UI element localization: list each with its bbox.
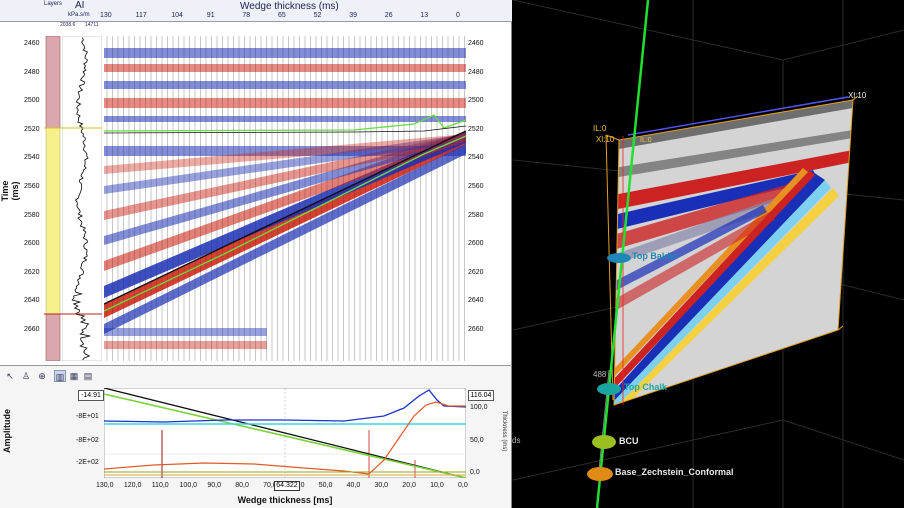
wedge-y-tick-right: 2540 <box>468 154 484 162</box>
xl-top-label: Xl:10 <box>848 91 867 100</box>
wedge-y-tick: 2540 <box>24 154 40 162</box>
wedge-y-tick: 2600 <box>24 240 40 248</box>
wedge-model-panel: Layers AI kPa.s/m 2038.6 14711 Wedge thi… <box>0 0 512 365</box>
amplitude-x-tick: 40,0 <box>346 482 361 489</box>
wedge-y-tick-right: 2600 <box>468 240 484 248</box>
depth-label: 488 <box>593 370 607 379</box>
wedge-y-tick: 2580 <box>24 211 40 219</box>
ai-range-min: 2038.6 <box>60 22 76 28</box>
wedge-y-tick-right: 2580 <box>468 211 484 219</box>
wedge-x-tick: 52 <box>313 12 322 19</box>
wedge-y-tick-right: 2520 <box>468 125 484 133</box>
wedge-y-tick: 2500 <box>24 97 40 105</box>
wedge-y-tick-right: 2660 <box>468 326 484 333</box>
amp-tick-1: -8E+01 <box>76 413 99 420</box>
crosshair-icon[interactable]: ⊕ <box>38 371 46 381</box>
amplitude-x-tick: 90,0 <box>207 482 221 489</box>
horizon-marker-top-balder[interactable] <box>607 253 631 263</box>
horizon-label-top-chalk[interactable]: Top Chalk <box>624 382 667 392</box>
wedge-x-tick: 13 <box>420 12 429 19</box>
amplitude-plot[interactable] <box>104 388 466 478</box>
wedge-y-tick: 2520 <box>24 125 40 133</box>
thick-tick-1: 100,0 <box>470 404 488 411</box>
wedge-x-tick: 39 <box>349 12 357 19</box>
wedge-y-tick-right: 2460 <box>468 40 484 47</box>
wedge-y-axis-right: 2460 2480 2500 2520 2540 2560 2580 2600 2620 2640… <box>466 0 512 365</box>
readout-right: 116.04 <box>468 390 494 401</box>
ai-range-max: 14711 <box>85 22 99 28</box>
table-icon[interactable]: ▦ <box>69 371 79 381</box>
xl0-label: Xl:10 <box>596 135 615 144</box>
readout-left: -14.91 <box>78 390 104 401</box>
horizon-label-top-balder[interactable]: Top Balder <box>632 251 679 261</box>
wedge-x-tick: 0 <box>456 12 460 19</box>
wedge-x-tick: 26 <box>384 12 393 19</box>
ai-header: AI <box>75 0 85 11</box>
wedge-y-tick: 2640 <box>24 297 40 305</box>
amplitude-x-tick: 120,0 <box>123 482 142 489</box>
wedge-y-axis-left: 2460 2480 2500 2520 2540 2560 2580 2600 2620 2640… <box>0 0 44 365</box>
wedge-y-tick-right: 2620 <box>468 268 484 276</box>
il0-label-b: IL:0 <box>640 137 652 144</box>
amplitude-x-tick: 110,0 <box>151 482 169 489</box>
amplitude-x-tick: 70,0 <box>263 482 277 489</box>
3d-viewer[interactable] <box>513 0 904 508</box>
thick-tick-2: 50,0 <box>470 437 484 444</box>
cursor-readout: 64.322 <box>274 481 300 491</box>
thickness-axis-label: Thickness (ms) <box>501 410 507 452</box>
wedge-y-tick: 2620 <box>24 268 40 276</box>
wedge-x-tick: 130 <box>100 12 112 19</box>
amplitude-x-tick: 10,0 <box>430 482 444 489</box>
wedge-x-tick: 117 <box>135 12 147 19</box>
wedge-x-tick: 78 <box>242 12 251 19</box>
layout-icon[interactable]: ▥ <box>54 370 66 382</box>
wedge-x-tick: 104 <box>171 12 183 19</box>
wedge-x-tick: 65 <box>278 12 286 19</box>
horizon-label-bcu[interactable]: BCU <box>619 436 639 446</box>
amplitude-x-tick: 20,0 <box>402 482 416 489</box>
person-pick-icon[interactable]: ♙ <box>21 371 31 381</box>
horizon-marker-bcu[interactable] <box>592 435 616 449</box>
wedge-y-tick-right: 2500 <box>468 97 484 105</box>
amplitude-x-tick: 50,0 <box>318 482 333 489</box>
wedge-y-tick-right: 2560 <box>468 183 484 190</box>
settings-icon[interactable]: ▤ <box>83 371 93 381</box>
time-axis-label: Time (ms) <box>0 180 20 202</box>
horizon-label-base-zechstein[interactable]: Base_Zechstein_Conformal <box>615 467 734 477</box>
wedge-y-tick: 2660 <box>24 326 40 333</box>
layers-column <box>44 36 62 361</box>
wedge-x-axis: 130 117 104 91 78 65 52 39 26 13 0 <box>0 12 512 22</box>
amplitude-x-tick: 100,0 <box>179 482 198 489</box>
layers-header: Layers <box>44 1 63 7</box>
wedge-y-tick: 2480 <box>24 68 40 76</box>
amp-tick-2: -8E+02 <box>76 437 99 444</box>
wedge-x-tick: 91 <box>206 12 215 19</box>
amplitude-axis-label: Amplitude <box>2 409 12 453</box>
wedge-y-tick-right: 2480 <box>468 68 484 76</box>
amplitude-x-tick: 0,0 <box>458 482 468 489</box>
ai-units: kPa.s/m <box>68 12 90 18</box>
amplitude-x-tick: 130,0 <box>96 482 114 489</box>
horizon-marker-base-zechstein[interactable] <box>587 467 613 481</box>
thick-tick-3: 0,0 <box>470 469 480 476</box>
ds-label: ds <box>512 436 521 445</box>
amplitude-x-label: Wedge thickness [ms] <box>237 495 333 505</box>
amp-tick-3: -2E+02 <box>76 459 99 466</box>
amplitude-x-tick: 30,0 <box>374 482 389 489</box>
ai-log-track <box>62 36 102 361</box>
wedge-y-tick: 2460 <box>24 40 40 47</box>
wedge-y-tick: 2560 <box>24 183 40 190</box>
seismic-wedge-section[interactable] <box>104 36 466 361</box>
il0-label: IL:0 <box>593 124 607 133</box>
wedge-panel-title: Wedge thickness (ms) <box>240 1 339 12</box>
horizon-marker-top-chalk[interactable] <box>597 383 621 395</box>
pointer-icon[interactable]: ↖ <box>6 371 14 381</box>
amplitude-x-tick: 80,0 <box>235 482 249 489</box>
wedge-y-tick-right: 2640 <box>468 297 484 305</box>
